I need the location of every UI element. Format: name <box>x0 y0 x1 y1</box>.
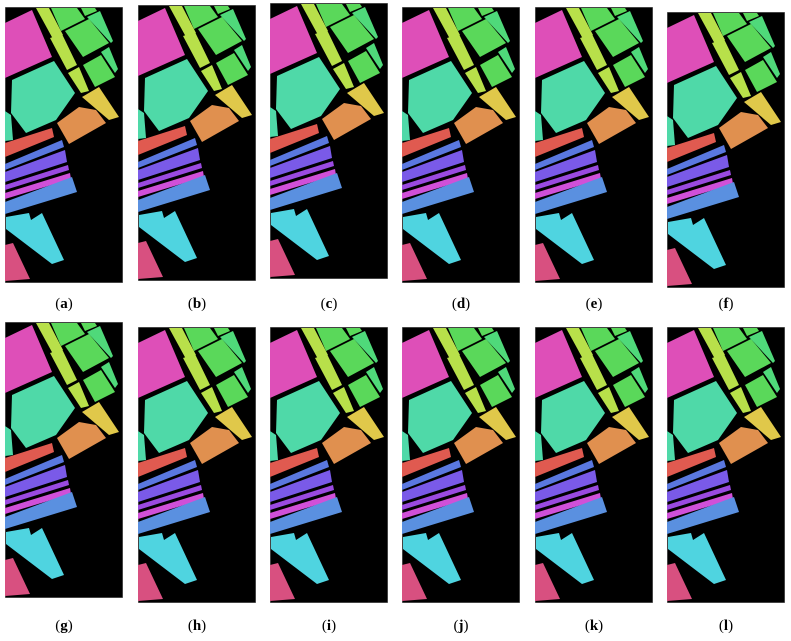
classification-map-k <box>535 327 653 603</box>
panel-caption: (g) <box>55 618 73 634</box>
classification-map-g <box>5 322 123 598</box>
panel-caption: (a) <box>55 296 73 312</box>
classification-map-b <box>138 5 256 281</box>
panel-caption: (k) <box>584 618 604 634</box>
classification-map-a <box>5 7 123 283</box>
classification-map-c <box>270 3 388 279</box>
classification-map-e <box>535 7 653 283</box>
panel-label: i <box>326 618 332 634</box>
panel-caption: (l) <box>718 618 734 634</box>
panel-label: e <box>590 296 598 312</box>
panel-label: f <box>723 296 729 312</box>
classification-map-l <box>667 327 785 603</box>
classification-map-d <box>402 7 520 283</box>
panel-caption: (h) <box>187 618 207 634</box>
panel-caption: (i) <box>321 618 337 634</box>
classification-map-h <box>138 327 256 603</box>
panel-caption: (e) <box>585 296 603 312</box>
panel-label: a <box>60 296 68 312</box>
panel-caption: (j) <box>453 618 469 634</box>
panel-label: j <box>458 618 464 634</box>
panel-label: l <box>723 618 729 634</box>
panel-label: d <box>456 296 466 312</box>
panel-label: h <box>192 618 202 634</box>
classification-map-i <box>270 327 388 603</box>
panel-label: k <box>589 618 599 634</box>
panel-label: b <box>192 296 202 312</box>
panel-caption: (f) <box>718 296 734 312</box>
panel-label: g <box>60 618 68 634</box>
panel-caption: (c) <box>320 296 338 312</box>
panel-caption: (d) <box>451 296 471 312</box>
classification-map-j <box>402 327 520 603</box>
classification-map-f <box>667 12 785 288</box>
panel-caption: (b) <box>187 296 207 312</box>
panel-label: c <box>325 296 333 312</box>
